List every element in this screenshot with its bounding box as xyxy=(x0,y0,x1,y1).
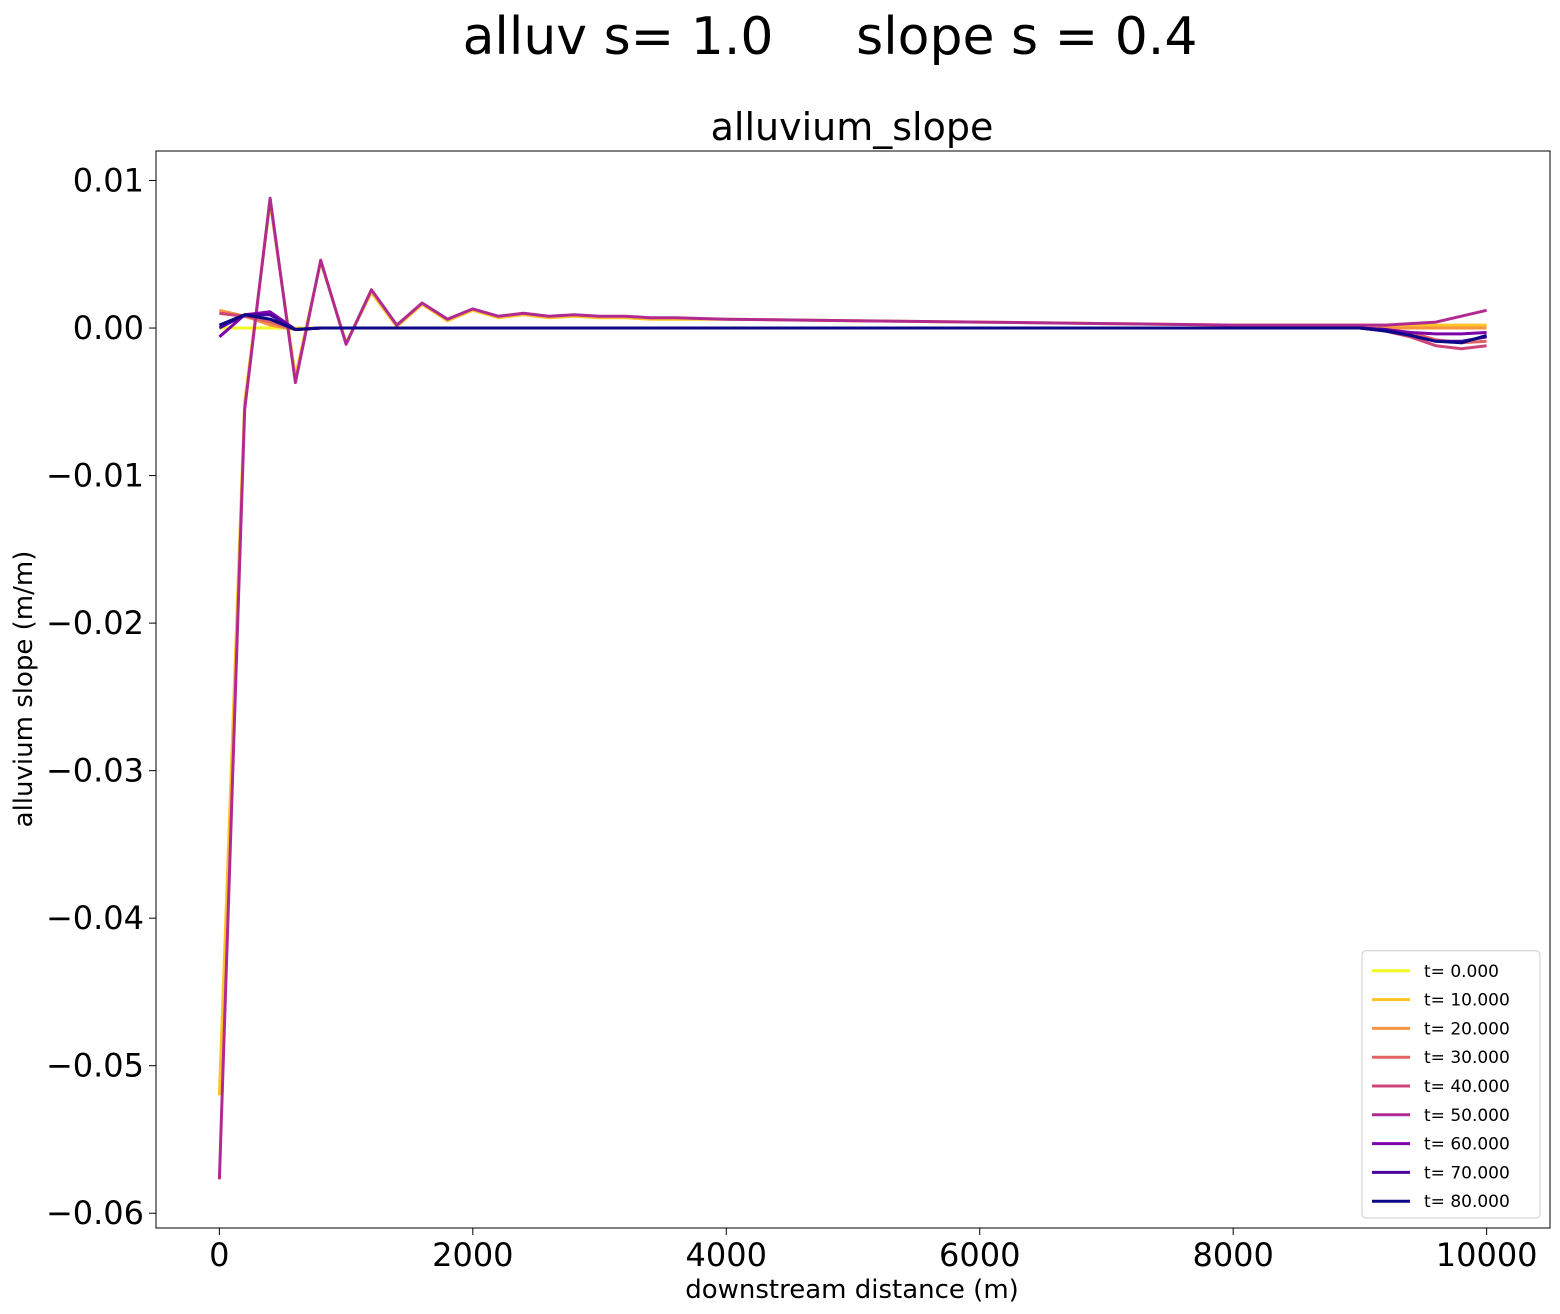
series-line-4 xyxy=(219,311,1487,351)
y-tick-label: 0.00 xyxy=(73,309,144,347)
x-tick-label: 4000 xyxy=(686,1236,767,1274)
y-tick-label: −0.04 xyxy=(46,899,144,937)
series-line-5 xyxy=(217,196,1487,1180)
series-line-1 xyxy=(217,201,1487,1096)
y-tick-label: −0.05 xyxy=(46,1047,144,1085)
y-axis-ticks: 0.01 0.00 −0.01 −0.02 −0.03 −0.04 −0.05 −0.06 xyxy=(46,162,156,1232)
legend-entry-label: t= 80.000 xyxy=(1424,1192,1510,1212)
series-line-8 xyxy=(218,313,1488,345)
legend-entry-label: t= 10.000 xyxy=(1424,991,1510,1011)
x-tick-label: 2000 xyxy=(432,1236,513,1274)
x-axis-ticks: 0 2000 4000 6000 8000 10000 xyxy=(209,1228,1538,1274)
legend-entry-label: t= 20.000 xyxy=(1424,1019,1510,1039)
plot-area-frame xyxy=(155,150,1551,1229)
y-tick-label: −0.06 xyxy=(46,1194,144,1232)
legend-entry-label: t= 30.000 xyxy=(1424,1048,1510,1068)
legend-entry-label: t= 0.000 xyxy=(1424,962,1499,982)
legend-entry-label: t= 40.000 xyxy=(1424,1077,1510,1097)
series-layer xyxy=(217,196,1488,1180)
y-tick-label: −0.02 xyxy=(46,604,144,642)
x-axis-label: downstream distance (m) xyxy=(685,1275,1019,1305)
x-tick-label: 10000 xyxy=(1436,1236,1538,1274)
x-tick-label: 8000 xyxy=(1192,1236,1273,1274)
y-tick-label: −0.03 xyxy=(46,752,144,790)
legend-entry-label: t= 60.000 xyxy=(1424,1135,1510,1155)
legend: t= 0.000 t= 10.000 t= 20.000 t= 30.000 t= 40… xyxy=(1361,950,1541,1219)
x-tick-label: 6000 xyxy=(939,1236,1020,1274)
y-axis-label: alluvium slope (m/m) xyxy=(9,551,39,828)
figure-suptitle: alluv s= 1.0 slope s = 0.4 xyxy=(463,7,1198,67)
x-tick-label: 0 xyxy=(209,1236,229,1274)
legend-entry-label: t= 50.000 xyxy=(1424,1106,1510,1126)
axes-title: alluvium_slope xyxy=(711,105,994,149)
legend-entry-label: t= 70.000 xyxy=(1424,1163,1510,1183)
y-tick-label: 0.01 xyxy=(73,162,144,200)
y-tick-label: −0.01 xyxy=(46,457,144,495)
legend-frame xyxy=(1361,950,1541,1219)
